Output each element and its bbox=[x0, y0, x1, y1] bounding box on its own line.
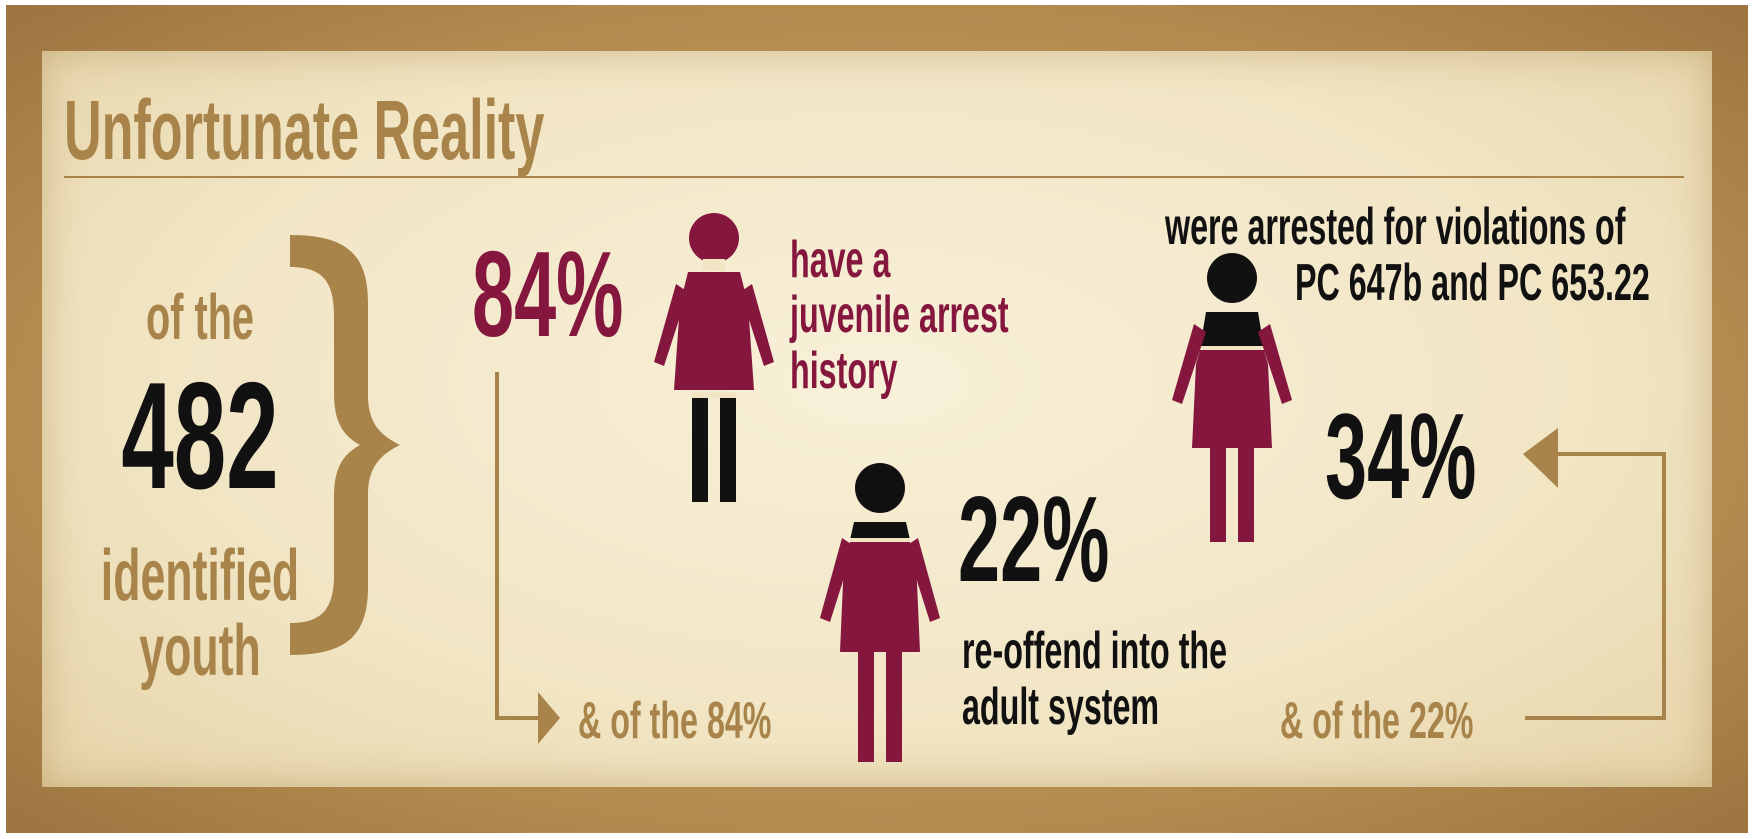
infographic-frame bbox=[6, 5, 1748, 833]
stat-84-caption-line2: juvenile arrest bbox=[790, 286, 1009, 344]
stat-22-value: 22% bbox=[958, 471, 1110, 607]
stat-34-value: 34% bbox=[1325, 388, 1477, 524]
title-underline bbox=[64, 176, 1684, 178]
stat-84-caption-line1: have a bbox=[790, 231, 891, 289]
female-figure-icon bbox=[654, 213, 774, 502]
connector-label-84: & of the 84% bbox=[578, 692, 772, 750]
female-figure-icon bbox=[820, 463, 940, 762]
cohort-label-line2: youth bbox=[139, 611, 261, 691]
cohort-count: 482 bbox=[121, 351, 279, 521]
stat-22-caption-line1: re-offend into the bbox=[962, 622, 1228, 680]
stat-34-caption-line1: were arrested for violations of bbox=[1165, 198, 1626, 256]
stat-34-caption-line2: PC 647b and PC 653.22 bbox=[1295, 254, 1650, 312]
stat-84-caption-line3: history bbox=[790, 342, 898, 400]
stat-22-caption-line2: adult system bbox=[962, 678, 1160, 736]
paper-panel bbox=[42, 51, 1712, 787]
arrow-right-icon bbox=[538, 692, 560, 744]
brace-icon bbox=[290, 235, 400, 655]
cohort-label-line1: identified bbox=[100, 536, 300, 616]
cohort-prefix: of the bbox=[146, 281, 254, 353]
page-title: Unfortunate Reality bbox=[64, 83, 545, 177]
stat-84-value: 84% bbox=[472, 226, 624, 362]
connector-label-22: & of the 22% bbox=[1280, 692, 1474, 750]
female-figure-icon bbox=[1172, 253, 1292, 542]
arrow-left-icon bbox=[1523, 428, 1558, 488]
